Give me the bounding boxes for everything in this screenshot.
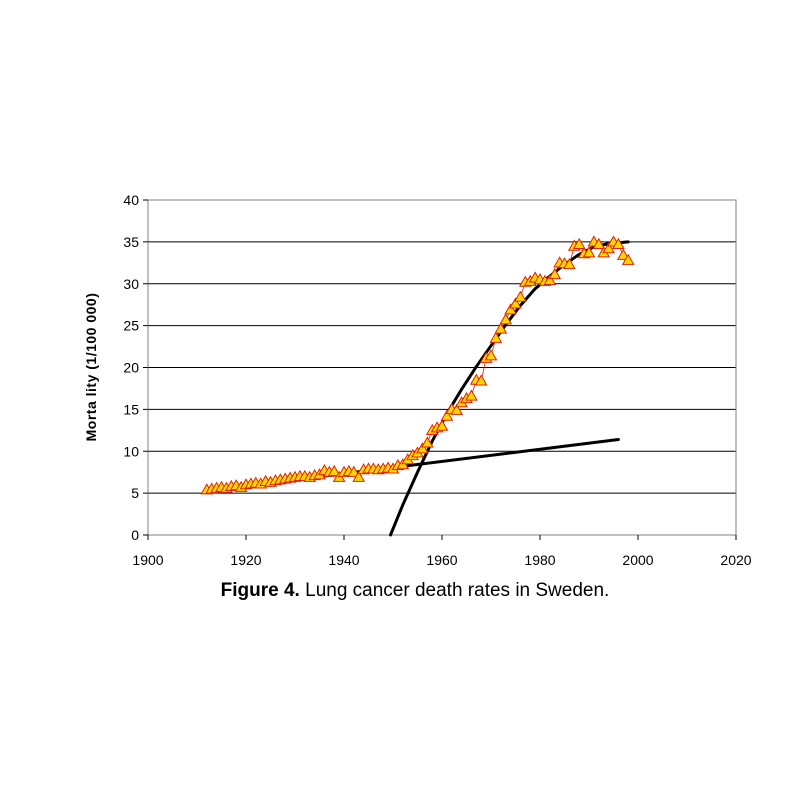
y-tick-label: 30 (123, 276, 139, 292)
y-tick-label: 10 (123, 443, 139, 459)
x-tick-label: 1900 (132, 552, 163, 568)
data-point (563, 257, 576, 270)
x-tick-label: 2020 (720, 552, 751, 568)
data-point (327, 464, 341, 476)
data-point (582, 246, 596, 258)
data-point (494, 322, 508, 334)
x-tick-label: 1940 (328, 552, 359, 568)
data-point (499, 313, 513, 325)
data-point (435, 419, 449, 431)
data-point (465, 389, 478, 401)
x-tick-label: 1960 (426, 552, 457, 568)
y-tick-label: 15 (123, 401, 139, 417)
y-tick-label: 5 (131, 485, 139, 501)
data-series (200, 235, 635, 495)
data-point (347, 465, 361, 477)
data-point (616, 248, 630, 260)
gridlines (148, 199, 736, 494)
data-point (612, 237, 625, 250)
y-tick-label: 20 (123, 360, 139, 376)
data-point (450, 403, 464, 415)
data-point (509, 297, 522, 309)
y-tick-label: 35 (123, 234, 139, 250)
data-point (543, 273, 557, 286)
data-point (572, 237, 586, 250)
data-point (474, 374, 488, 386)
data-point (416, 442, 429, 454)
fit-lines (205, 240, 630, 537)
x-tick-label: 2000 (622, 552, 653, 568)
y-tick-label: 40 (123, 192, 139, 208)
y-axis-label: Morta lity (1/100 000) (83, 293, 99, 442)
growth-trend-curve (389, 240, 630, 537)
figure-caption-number: Figure 4. (220, 580, 300, 601)
data-point (484, 349, 498, 361)
figure-caption-text: Lung cancer death rates in Sweden. (305, 580, 610, 601)
x-axis-ticks: 1900 1920 1940 1960 1980 2000 2020 (132, 535, 752, 568)
data-point (514, 290, 527, 302)
y-tick-label: 0 (131, 527, 139, 543)
data-point (440, 409, 454, 421)
data-point (504, 303, 517, 315)
x-tick-label: 1920 (230, 552, 261, 568)
data-point (602, 242, 615, 254)
figure-caption: Figure 4. Lung cancer death rates in Swe… (0, 580, 800, 602)
x-tick-label: 1980 (524, 552, 555, 568)
data-point (621, 253, 635, 265)
y-tick-label: 25 (123, 318, 139, 334)
data-point (352, 470, 366, 482)
y-axis-ticks: 0 5 10 15 20 25 30 35 40 (123, 192, 148, 543)
data-point (420, 436, 434, 448)
data-point (548, 268, 562, 280)
data-point (592, 237, 606, 250)
data-point (489, 331, 503, 343)
